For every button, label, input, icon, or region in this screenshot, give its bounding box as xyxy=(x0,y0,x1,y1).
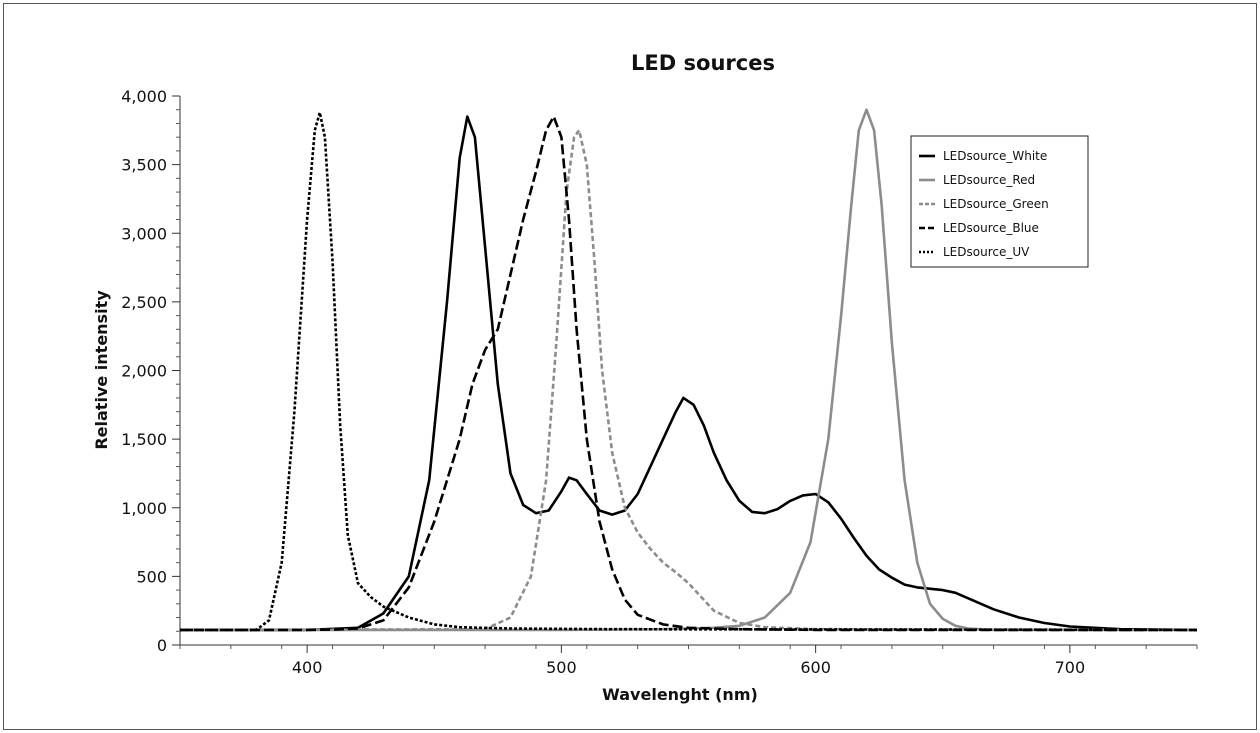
y-tick-label: 2,500 xyxy=(121,293,167,312)
series-line-ledsource-uv xyxy=(180,111,1198,632)
x-tick-label: 500 xyxy=(546,658,577,677)
chart-title: LED sources xyxy=(631,51,775,75)
y-tick-label: 3,500 xyxy=(121,156,167,175)
legend-entry: LEDsource_Green xyxy=(943,197,1049,211)
y-tick-label: 4,000 xyxy=(121,87,167,106)
y-tick-label: 3,000 xyxy=(121,224,167,243)
legend-entry: LEDsource_UV xyxy=(943,245,1030,259)
y-tick-label: 1,500 xyxy=(121,430,167,449)
series-layer xyxy=(179,108,1198,632)
y-tick-label: 1,000 xyxy=(121,499,167,518)
series-line-ledsource-white xyxy=(180,115,1198,632)
axes: 0 500 1,000 1,500 2,000 2,500 3,000 3,500 4,000 4… xyxy=(121,87,1198,677)
legend: LEDsource_White LEDsource_Red LEDsource_Gr… xyxy=(910,135,1089,268)
y-tick-label: 2,000 xyxy=(121,362,167,381)
x-axis-label: Wavelenght (nm) xyxy=(602,685,758,704)
series-line-ledsource-green xyxy=(179,129,1198,632)
y-tick-label: 0 xyxy=(157,636,167,655)
y-tick-label: 500 xyxy=(136,567,167,586)
legend-entry: LEDsource_Red xyxy=(943,173,1035,187)
series-line-ledsource-blue xyxy=(180,115,1197,632)
series-line-ledsource-red xyxy=(180,108,1197,632)
x-tick-label: 600 xyxy=(800,658,831,677)
legend-entry: LEDsource_Blue xyxy=(943,221,1039,235)
y-axis-label: Relative intensity xyxy=(92,290,111,450)
x-tick-label: 400 xyxy=(292,658,323,677)
x-tick-label: 700 xyxy=(1055,658,1086,677)
legend-box xyxy=(910,135,1089,268)
chart-frame xyxy=(3,3,1257,730)
legend-entry: LEDsource_White xyxy=(943,149,1047,163)
